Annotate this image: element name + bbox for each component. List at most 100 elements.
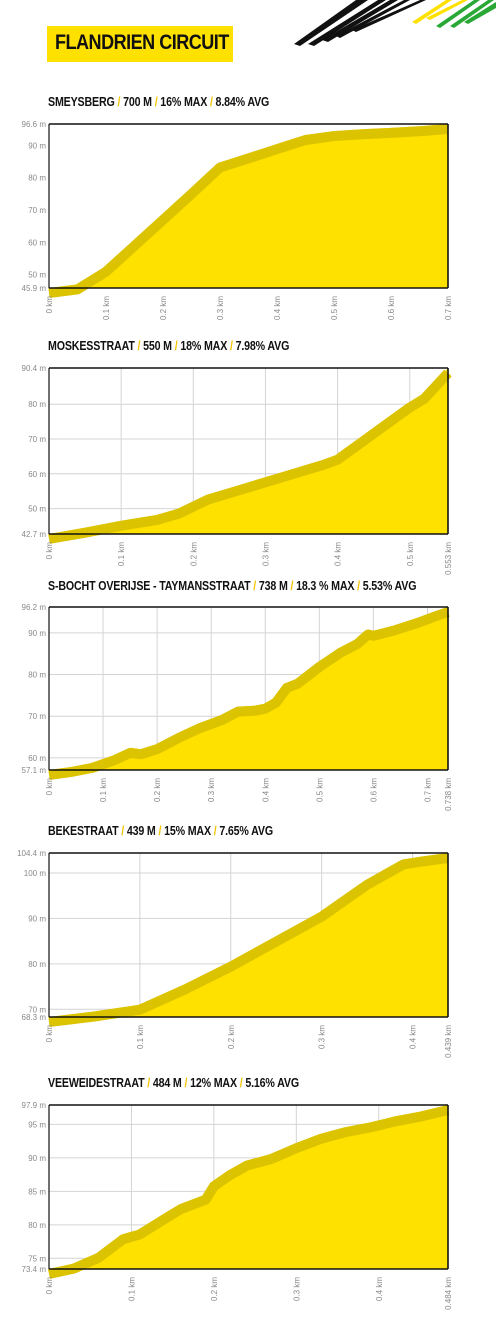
- climb-avg-gradient: 7.98% AVG: [235, 338, 290, 353]
- title-separator: /: [147, 1075, 151, 1090]
- chart-title-bekestraat: BEKESTRAAT / 439 M / 15% MAX / 7.65% AVG: [48, 823, 273, 838]
- x-tick-label: 0.4 km: [375, 1277, 384, 1301]
- decorative-stripes: [294, 0, 496, 46]
- climb-length: 550 M: [143, 338, 172, 353]
- elevation-area: [49, 368, 448, 534]
- elevation-chart-smeysberg: 96.6 m 90 m 80 m 70 m 60 m 50 m 45.9 m 0 km 0.1 …: [22, 120, 453, 320]
- y-tick-label: 80 m: [28, 671, 46, 680]
- x-tick-label: 0.7 km: [444, 296, 453, 320]
- y-tick-label: 104.4 m: [17, 849, 46, 858]
- x-tick-label: 0.5 km: [330, 296, 339, 320]
- elevation-profile-line: [48, 124, 449, 298]
- climb-max-gradient: 12% MAX: [190, 1075, 237, 1090]
- y-tick-label: 96.6 m: [22, 120, 47, 129]
- title-separator: /: [209, 94, 213, 109]
- x-tick-label: 0 km: [45, 542, 54, 560]
- title-separator: /: [117, 94, 121, 109]
- y-tick-label: 60 m: [28, 470, 46, 479]
- x-tick-label: 0 km: [45, 296, 54, 314]
- x-tick-label: 0.553 km: [444, 542, 453, 575]
- x-tick-label: 0.1 km: [99, 778, 108, 802]
- title-separator: /: [154, 94, 158, 109]
- elevation-chart-s-bocht: 96.2 m 90 m 80 m 70 m 60 m 57.1 m 0 km 0.1 km 0.…: [22, 603, 453, 811]
- y-tick-label: 50 m: [28, 505, 46, 514]
- page-title: FLANDRIEN CIRCUIT: [55, 31, 229, 54]
- y-tick-label: 80 m: [28, 1221, 46, 1230]
- x-tick-label: 0.4 km: [273, 296, 282, 320]
- y-tick-label: 97.9 m: [22, 1101, 47, 1110]
- x-tick-label: 0.6 km: [387, 296, 396, 320]
- x-tick-label: 0.3 km: [207, 778, 216, 802]
- title-separator: /: [239, 1075, 243, 1090]
- climb-name: BEKESTRAAT: [48, 823, 119, 838]
- y-tick-label: 95 m: [28, 1120, 46, 1129]
- elevation-chart-bekestraat: 104.4 m 100 m 90 m 80 m 70 m68.3 m 0 km 0.1 km…: [17, 849, 453, 1058]
- x-tick-label: 0.5 km: [315, 778, 324, 802]
- chart-title-s-bocht: S-BOCHT OVERIJSE - TAYMANSSTRAAT / 738 M…: [48, 578, 417, 593]
- climb-name: SMEYSBERG: [48, 94, 115, 109]
- y-tick-label: 60 m: [28, 238, 46, 247]
- x-tick-label: 0.6 km: [369, 778, 378, 802]
- x-tick-label: 0.2 km: [153, 778, 162, 802]
- x-tick-label: 0.2 km: [227, 1025, 236, 1049]
- x-tick-label: 0.2 km: [159, 296, 168, 320]
- yellow-stripes: [412, 0, 468, 24]
- title-separator: /: [137, 338, 141, 353]
- climb-avg-gradient: 5.16% AVG: [245, 1075, 299, 1090]
- x-tick-label: 0 km: [45, 778, 54, 796]
- y-tick-label: 73.4 m: [22, 1265, 47, 1274]
- title-separator: /: [174, 338, 178, 353]
- x-tick-label: 0.4 km: [334, 542, 343, 566]
- title-separator: /: [158, 823, 162, 838]
- y-tick-label: 90 m: [28, 1154, 46, 1163]
- title-separator: /: [229, 338, 233, 353]
- x-tick-label: 0.1 km: [127, 1277, 136, 1301]
- x-tick-label: 0.5 km: [406, 542, 415, 566]
- y-tick-label: 100 m: [24, 869, 47, 878]
- x-tick-label: 0 km: [45, 1025, 54, 1043]
- y-tick-label: 70 m: [28, 712, 46, 721]
- y-tick-label: 57.1 m: [22, 766, 47, 775]
- black-stripes: [294, 0, 426, 46]
- title-separator: /: [184, 1075, 188, 1090]
- y-tick-label: 80 m: [28, 400, 46, 409]
- y-tick-label: 60 m: [28, 754, 46, 763]
- title-separator: /: [253, 578, 257, 593]
- elevation-profile-line: [47, 1105, 450, 1279]
- title-separator: /: [357, 578, 360, 593]
- climb-max-gradient: 18% MAX: [180, 338, 228, 353]
- x-tick-label: 0.7 km: [423, 778, 432, 802]
- x-tick-label: 0.2 km: [189, 542, 198, 566]
- elevation-profile-line: [48, 607, 450, 780]
- elevation-profile-line: [48, 369, 452, 544]
- x-tick-label: 0.2 km: [210, 1277, 219, 1301]
- title-separator: /: [213, 823, 217, 838]
- climb-length: 484 M: [152, 1075, 182, 1090]
- chart-title-smeysberg: SMEYSBERG / 700 M / 16% MAX / 8.84% AVG: [48, 94, 269, 109]
- x-tick-label: 0.484 km: [444, 1277, 453, 1310]
- green-stripes: [436, 0, 496, 28]
- climb-name: VEEWEIDESTRAAT: [48, 1075, 145, 1090]
- x-tick-label: 0.738 km: [444, 778, 453, 811]
- title-separator: /: [121, 823, 125, 838]
- y-tick-label: 68.3 m: [22, 1013, 47, 1022]
- elevation-chart-veeweidestraat: 97.9 m 95 m 90 m 85 m 80 m 75 m 73.4 m 0 km 0.1 …: [22, 1101, 453, 1310]
- y-tick-label: 90.4 m: [22, 364, 47, 373]
- y-tick-label: 96.2 m: [22, 603, 47, 612]
- climb-name: MOSKESSTRAAT: [48, 338, 135, 353]
- y-tick-label: 70 m: [28, 435, 46, 444]
- x-tick-label: 0.1 km: [102, 296, 111, 320]
- x-tick-label: 0.3 km: [318, 1025, 327, 1049]
- climb-avg-gradient: 7.65% AVG: [219, 823, 273, 838]
- x-tick-label: 0.3 km: [261, 542, 270, 566]
- x-tick-label: 0.3 km: [216, 296, 225, 320]
- x-tick-label: 0.4 km: [261, 778, 270, 802]
- climb-length: 700 M: [123, 94, 152, 109]
- x-tick-label: 0.4 km: [409, 1025, 418, 1049]
- x-tick-label: 0.3 km: [292, 1277, 301, 1301]
- x-tick-label: 0.1 km: [136, 1025, 145, 1049]
- y-tick-label: 85 m: [28, 1187, 46, 1196]
- title-separator: /: [290, 578, 294, 593]
- y-tick-label: 90 m: [28, 914, 46, 923]
- y-tick-label: 80 m: [28, 174, 46, 183]
